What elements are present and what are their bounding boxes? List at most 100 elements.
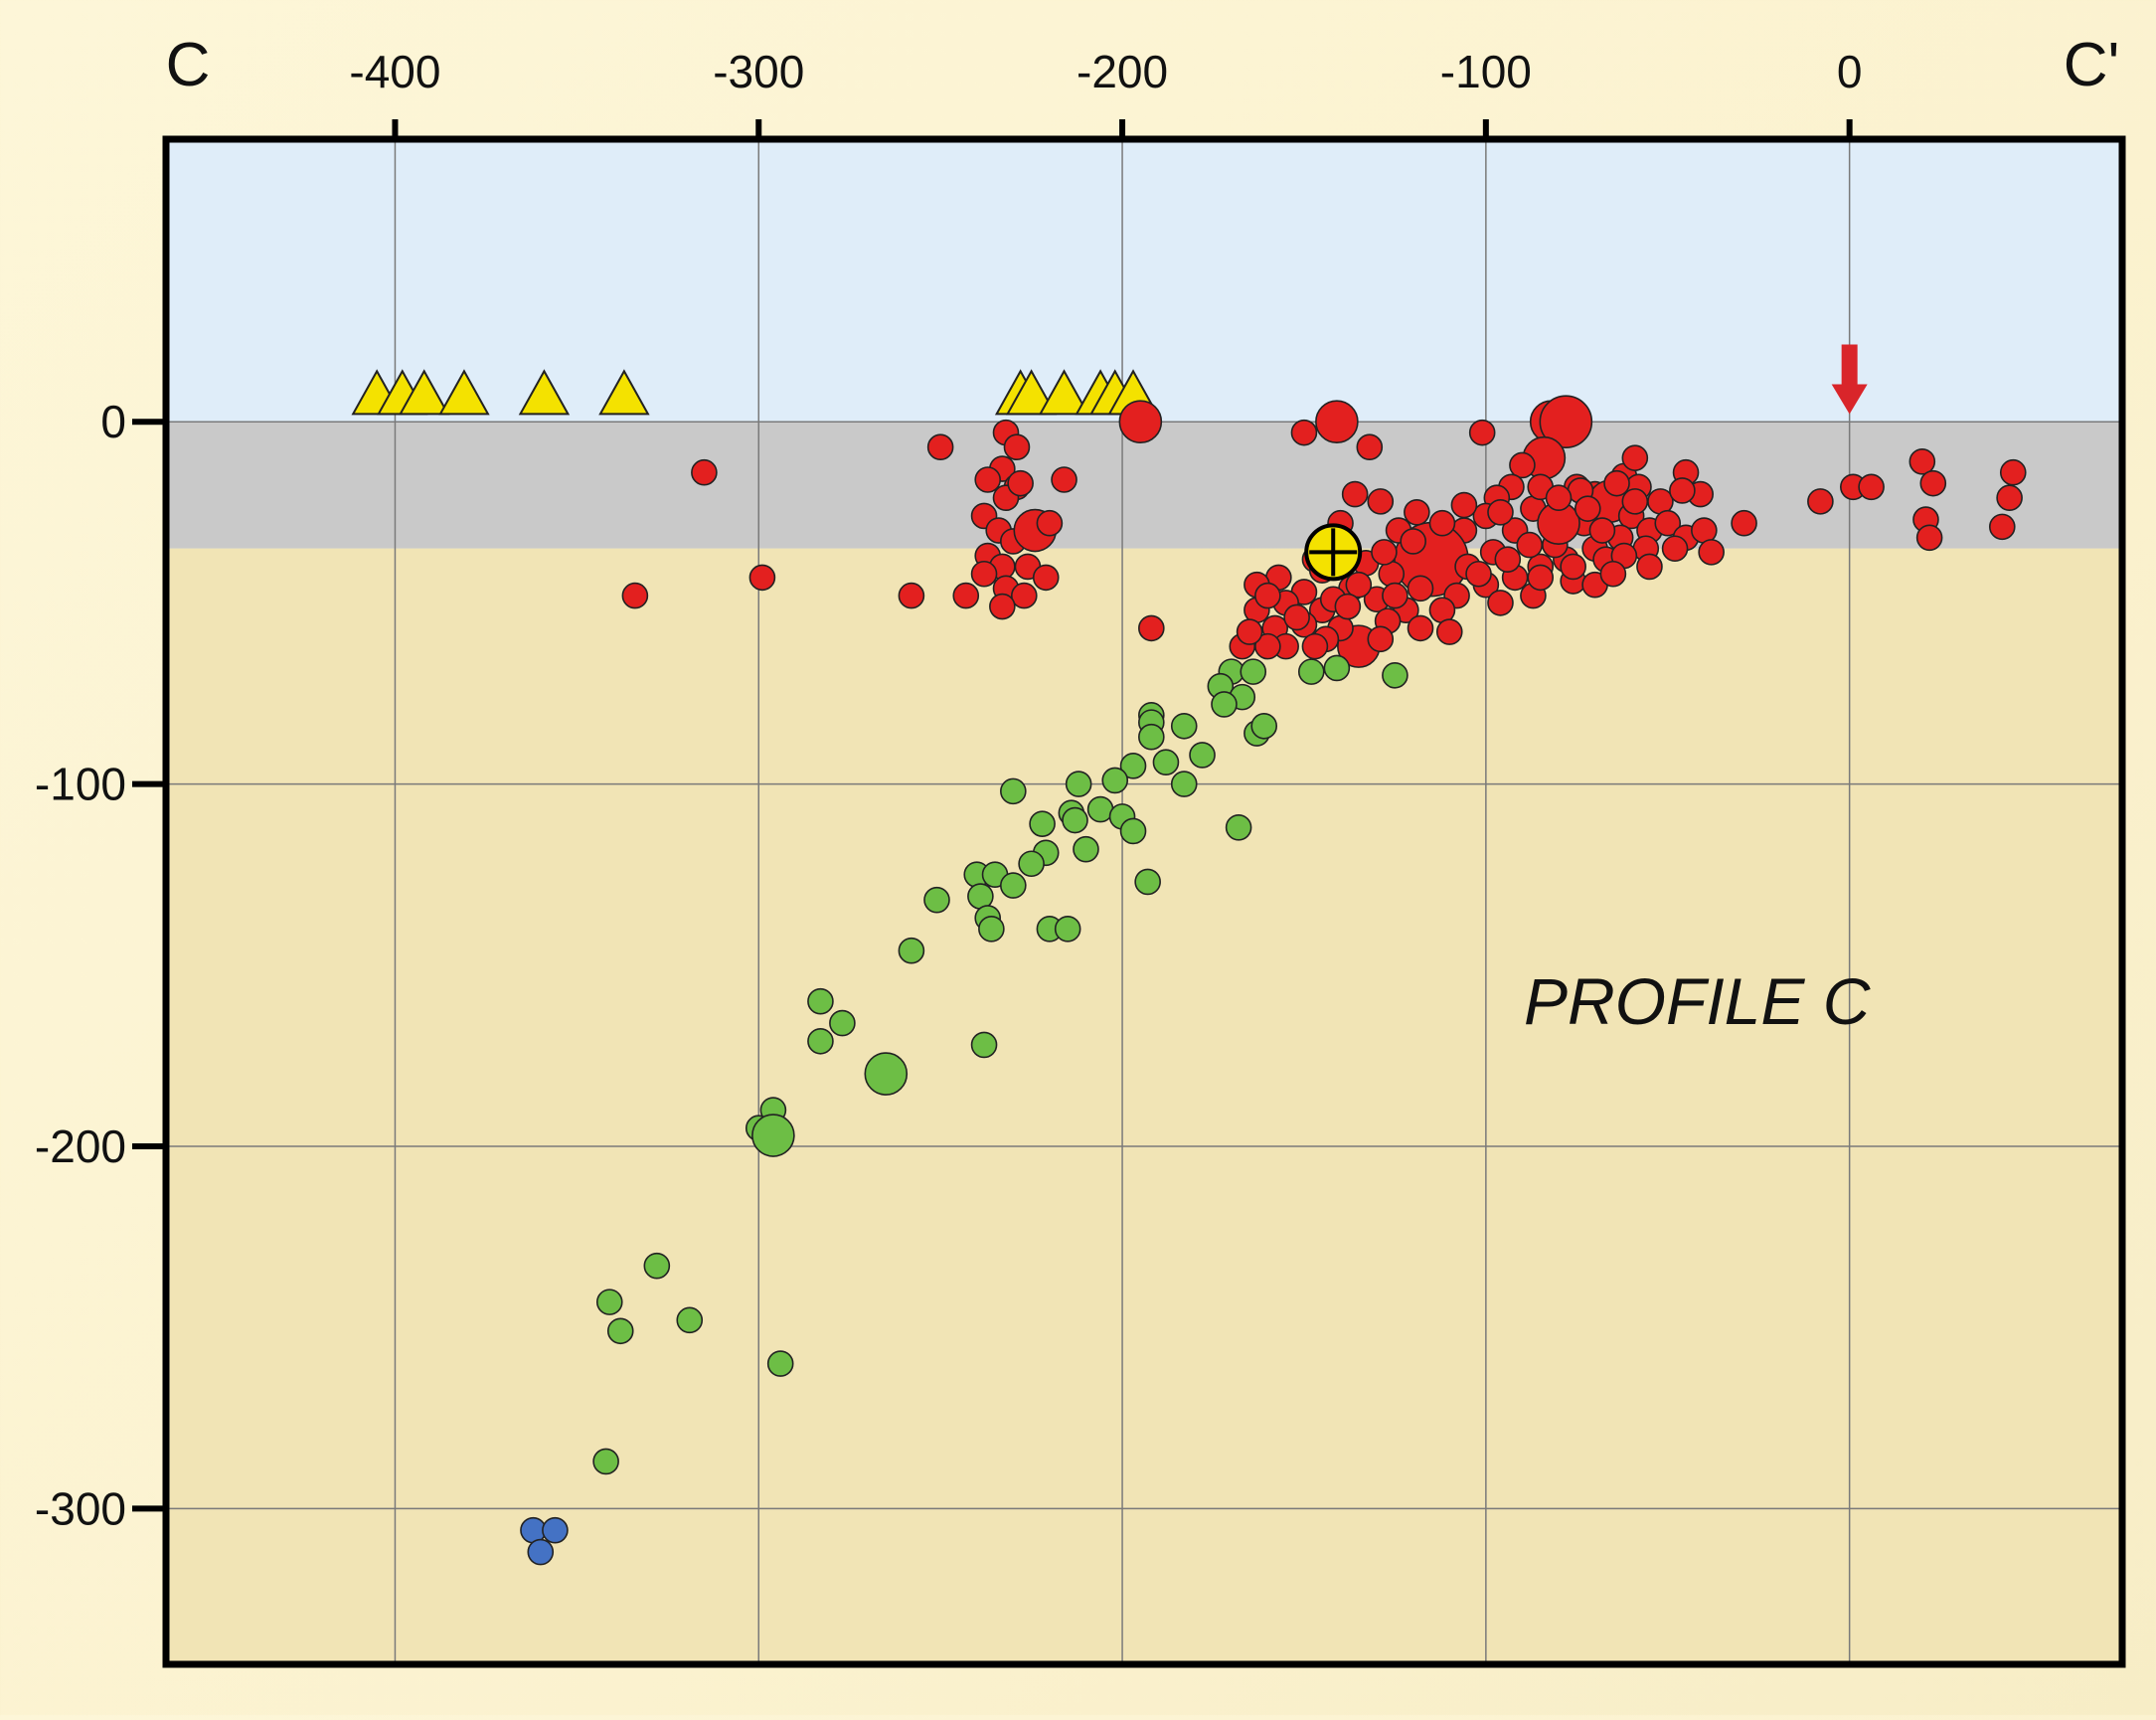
- earthquake-point: [1999, 458, 2027, 486]
- earthquake-point: [676, 1306, 704, 1334]
- earthquake-point: [864, 1052, 909, 1096]
- earthquake-point: [1051, 466, 1078, 493]
- earthquake-point: [1599, 560, 1627, 588]
- data-marks: [351, 344, 2027, 1566]
- earthquake-point: [1509, 451, 1536, 479]
- earthquake-point: [1290, 419, 1318, 446]
- earthquake-point: [1003, 433, 1031, 461]
- earthquake-point: [923, 886, 950, 914]
- earthquake-point: [527, 1538, 555, 1566]
- earthquake-point: [1574, 495, 1601, 522]
- earthquake-point: [592, 1448, 619, 1475]
- earthquake-point: [1367, 488, 1395, 515]
- y-tick-label: -300: [35, 1482, 126, 1534]
- earthquake-point: [1240, 658, 1267, 685]
- earthquake-point: [1527, 564, 1555, 592]
- earthquake-point: [1487, 499, 1514, 526]
- earthquake-point: [1170, 712, 1198, 740]
- earthquake-point: [1356, 433, 1384, 461]
- station-triangle: [399, 369, 450, 416]
- earthquake-point: [1283, 603, 1310, 631]
- earthquake-point: [1698, 539, 1725, 566]
- station-triangle: [1005, 369, 1058, 416]
- earthquake-point: [1211, 691, 1238, 718]
- earthquake-point: [1032, 564, 1060, 592]
- earthquake-point: [1301, 632, 1329, 660]
- earthquake-point: [1152, 749, 1180, 776]
- station-triangle: [518, 369, 571, 416]
- x-tick-label: -400: [349, 46, 440, 97]
- profile-label: PROFILE C: [1524, 964, 1872, 1038]
- earthquake-point: [1494, 546, 1522, 573]
- earthquake-point: [1539, 395, 1593, 449]
- earthquake-point: [898, 937, 925, 964]
- earthquake-point: [1138, 614, 1165, 642]
- earthquake-point: [1345, 571, 1373, 599]
- earthquake-point: [1297, 658, 1325, 685]
- earthquake-point: [1669, 477, 1696, 504]
- earthquake-point: [898, 582, 925, 609]
- earthquake-point: [1062, 806, 1088, 834]
- earthquake-point: [751, 1114, 795, 1157]
- earthquake-point: [1731, 509, 1757, 537]
- earthquake-point: [1189, 742, 1216, 769]
- earthquake-point: [1000, 777, 1027, 805]
- earthquake-point: [1603, 469, 1630, 497]
- x-tick-label: -200: [1077, 46, 1168, 97]
- earthquake-point: [970, 1031, 998, 1059]
- earthquake-point: [1341, 480, 1369, 508]
- plot-frame: [162, 135, 2126, 1668]
- earthquake-point: [1516, 531, 1544, 559]
- earthquake-point: [1007, 469, 1034, 497]
- earthquake-point: [1588, 517, 1616, 544]
- earthquake-point: [1807, 488, 1834, 515]
- earthquake-point: [1915, 524, 1943, 552]
- earthquake-point: [1621, 444, 1649, 471]
- earthquake-point: [1118, 400, 1163, 444]
- earthquake-point: [1134, 868, 1161, 896]
- x-tick-label: 0: [1837, 46, 1863, 97]
- earthquake-point: [926, 433, 954, 461]
- earthquake-point: [829, 1009, 856, 1037]
- x-tick-label: -300: [713, 46, 804, 97]
- earthquake-point: [1323, 654, 1351, 682]
- earthquake-point: [1468, 419, 1496, 446]
- earthquake-point: [1908, 447, 1936, 475]
- earthquake-point: [1101, 767, 1129, 794]
- earthquake-point: [621, 582, 649, 609]
- earthquake-point: [1065, 771, 1092, 797]
- earthquake-point: [1407, 575, 1434, 602]
- earthquake-point: [1404, 499, 1430, 526]
- earthquake-point: [1018, 850, 1045, 878]
- earthquake-point: [1054, 916, 1081, 943]
- earthquake-point: [974, 466, 1002, 493]
- y-tick-label: -100: [35, 759, 126, 810]
- x-tick-label: -100: [1440, 46, 1532, 97]
- section-end-label: C': [2064, 31, 2120, 99]
- earthquake-point: [807, 987, 834, 1015]
- y-tick-label: -200: [35, 1120, 126, 1172]
- earthquake-point: [1545, 484, 1573, 512]
- earthquake-point: [1236, 618, 1263, 645]
- earthquake-point: [1036, 509, 1064, 537]
- earthquake-point: [1334, 593, 1362, 620]
- station-triangle: [598, 369, 650, 416]
- earthquake-point: [1988, 513, 2016, 541]
- earthquake-point: [1621, 488, 1649, 515]
- earthquake-point: [1367, 625, 1395, 653]
- earthquake-point: [1254, 582, 1281, 609]
- earthquake-point: [1654, 509, 1682, 537]
- earthquake-point: [1858, 473, 1885, 501]
- station-triangle: [1038, 369, 1090, 416]
- earthquake-point: [1636, 553, 1663, 581]
- earthquake-point: [978, 916, 1005, 943]
- earthquake-point: [691, 458, 718, 486]
- earthquake-point: [1010, 582, 1038, 609]
- depth-layers: [166, 139, 2122, 1664]
- earthquake-point: [970, 560, 998, 588]
- earthquake-point: [807, 1027, 834, 1055]
- earthquake-point: [1996, 484, 2023, 512]
- layer-air: [166, 139, 2122, 423]
